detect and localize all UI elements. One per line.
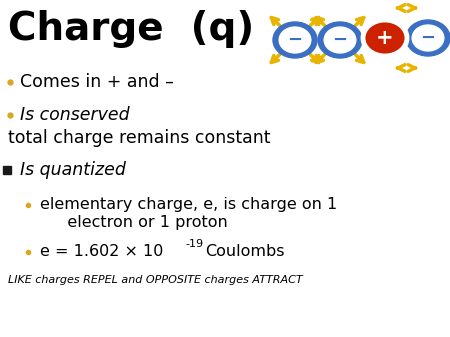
Text: e = 1.602 × 10: e = 1.602 × 10 [40,245,163,259]
Text: Is quantized: Is quantized [20,161,126,179]
Ellipse shape [324,27,356,53]
Ellipse shape [406,20,450,56]
Text: Comes in + and –: Comes in + and – [20,73,174,91]
Text: electron or 1 proton: electron or 1 proton [52,215,228,231]
Text: Charge  (q): Charge (q) [8,10,254,48]
Ellipse shape [273,22,317,58]
Ellipse shape [412,25,444,51]
Ellipse shape [279,27,311,53]
Text: −: − [288,31,302,49]
Text: elementary charge, e, is charge on 1: elementary charge, e, is charge on 1 [40,197,337,213]
Ellipse shape [363,20,407,56]
Text: +: + [376,28,394,48]
Text: -19: -19 [185,239,203,249]
Ellipse shape [318,22,362,58]
Text: −: − [420,29,436,47]
Text: total charge remains constant: total charge remains constant [8,129,270,147]
Text: −: − [333,31,347,49]
Text: Is conserved: Is conserved [20,106,130,124]
Text: Coulombs: Coulombs [205,245,284,259]
Text: LIKE charges REPEL and OPPOSITE charges ATTRACT: LIKE charges REPEL and OPPOSITE charges … [8,275,302,285]
